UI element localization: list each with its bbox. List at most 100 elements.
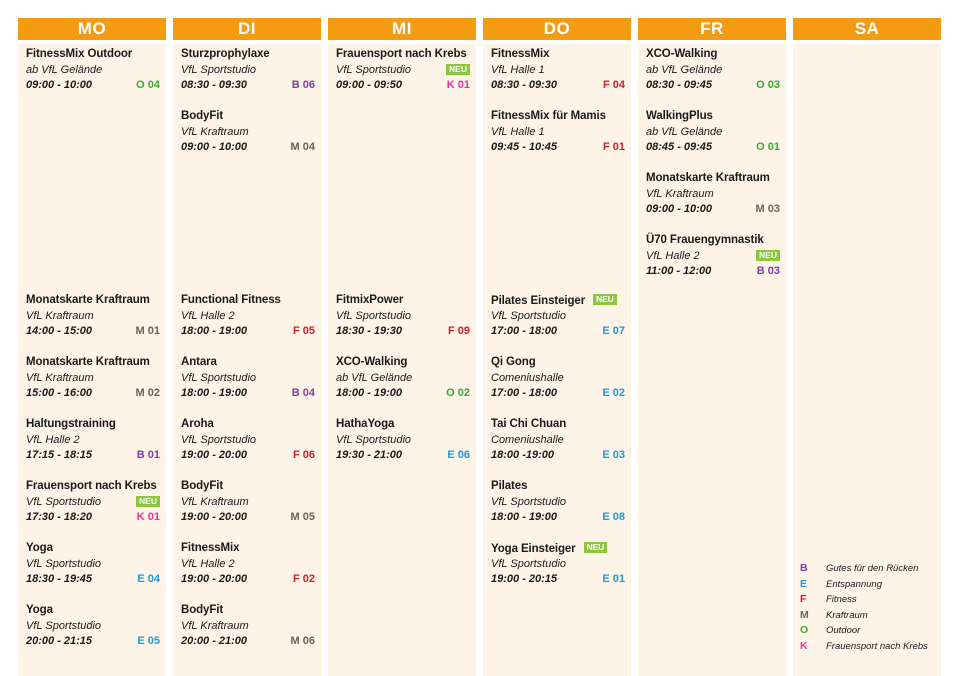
course-time: 09:00 - 10:00 xyxy=(646,203,713,215)
course-code: M 05 xyxy=(290,511,315,523)
course-entry[interactable]: HathaYoga VfL Sportstudio 19:30 - 21:00 E 0… xyxy=(328,414,476,472)
legend-item: B Gutes für den Rücken xyxy=(800,562,948,578)
course-code: K 01 xyxy=(136,511,160,523)
course-time: 18:00 - 19:00 xyxy=(181,387,248,399)
course-entry[interactable]: Aroha VfL Sportstudio 19:00 - 20:00 F 06 xyxy=(173,414,321,472)
course-location: VfL Sportstudio xyxy=(491,310,567,322)
course-code: E 02 xyxy=(602,387,625,399)
course-entry[interactable]: Monatskarte Kraftraum VfL Kraftraum 09:00 … xyxy=(638,168,786,226)
course-entry[interactable]: XCO-Walking ab VfL Gelände 18:00 - 19:00 O … xyxy=(328,352,476,410)
course-entry[interactable]: Sturzprophylaxe VfL Sportstudio 08:30 - 09… xyxy=(173,44,321,102)
course-time: 18:00 - 19:00 xyxy=(181,325,248,337)
course-time: 20:00 - 21:15 xyxy=(26,635,93,647)
course-entry[interactable]: FitmixPower VfL Sportstudio 18:30 - 19:30 F… xyxy=(328,290,476,348)
course-code: M 03 xyxy=(755,203,780,215)
legend-letter: B xyxy=(800,562,808,574)
day-header: SA xyxy=(793,18,941,40)
course-entry[interactable]: Pilates VfL Sportstudio 18:00 - 19:00 E 08 xyxy=(483,476,631,534)
course-entry[interactable]: BodyFit VfL Kraftraum 20:00 - 21:00 M 06 xyxy=(173,600,321,658)
course-title: FitnessMix Outdoor xyxy=(26,48,133,60)
course-time: 17:00 - 18:00 xyxy=(491,325,558,337)
course-location: VfL Sportstudio xyxy=(491,558,567,570)
course-time: 08:30 - 09:45 xyxy=(646,79,713,91)
legend-letter: F xyxy=(800,593,807,605)
course-code: F 01 xyxy=(602,141,625,153)
course-location: VfL Kraftraum xyxy=(26,310,94,322)
course-entry[interactable]: WalkingPlus ab VfL Gelände 08:45 - 09:45 O … xyxy=(638,106,786,164)
course-entry[interactable]: Qi Gong Comeniushalle 17:00 - 18:00 E 02 xyxy=(483,352,631,410)
course-time: 18:30 - 19:30 xyxy=(336,325,403,337)
course-entry[interactable]: FitnessMix VfL Halle 1 08:30 - 09:30 F 04 xyxy=(483,44,631,102)
course-title: FitnessMix xyxy=(491,48,550,60)
day-column-fr: FR XCO-Walking ab VfL Gelände 08:30 - 09:45… xyxy=(638,18,786,676)
course-title: Pilates Einsteiger NEU xyxy=(491,294,617,307)
course-entry[interactable]: Yoga Einsteiger NEU VfL Sportstudio 19:00 -… xyxy=(483,538,631,596)
course-entry[interactable]: FitnessMix VfL Halle 2 19:00 - 20:00 F 02 xyxy=(173,538,321,596)
course-title: FitnessMix xyxy=(181,542,240,554)
legend-letter: E xyxy=(800,577,808,590)
course-code: M 06 xyxy=(290,635,315,647)
course-title: XCO-Walking xyxy=(336,356,408,368)
day-header: DI xyxy=(173,18,321,40)
course-location: VfL Halle 2 xyxy=(26,434,80,446)
legend-letter: O xyxy=(800,624,809,636)
new-badge: NEU xyxy=(583,542,608,553)
day-column-body: Sturzprophylaxe VfL Sportstudio 08:30 - 09… xyxy=(173,44,321,676)
course-entry[interactable]: XCO-Walking ab VfL Gelände 08:30 - 09:45 O … xyxy=(638,44,786,102)
course-time: 09:45 - 10:45 xyxy=(491,141,558,153)
course-time: 18:00 -19:00 xyxy=(491,449,554,461)
course-title: BodyFit xyxy=(181,604,224,616)
course-title: Yoga xyxy=(26,604,53,616)
course-entry[interactable]: Antara VfL Sportstudio 18:00 - 19:00 B 04 xyxy=(173,352,321,410)
course-title: Functional Fitness xyxy=(181,294,281,306)
course-location: VfL Sportstudio xyxy=(181,434,257,446)
course-entry[interactable]: Frauensport nach Krebs VfL Sportstudio 09:… xyxy=(328,44,476,102)
course-title: Sturzprophylaxe xyxy=(181,48,270,60)
course-location: VfL Sportstudio xyxy=(491,496,567,508)
new-badge: NEU xyxy=(136,496,160,507)
course-title: XCO-Walking xyxy=(646,48,718,60)
course-entry[interactable]: FitnessMix Outdoor ab VfL Gelände 09:00 - … xyxy=(18,44,166,102)
course-entry[interactable]: Monatskarte Kraftraum VfL Kraftraum 14:00 … xyxy=(18,290,166,348)
course-entry[interactable]: Monatskarte Kraftraum VfL Kraftraum 15:00 … xyxy=(18,352,166,410)
course-time: 19:00 - 20:15 xyxy=(491,573,558,585)
course-title: Monatskarte Kraftraum xyxy=(646,172,770,184)
course-entry[interactable]: Ü70 Frauengymnastik VfL Halle 2 11:00 - 12… xyxy=(638,230,786,288)
legend-label: Entspannung xyxy=(826,578,882,590)
course-location: VfL Halle 1 xyxy=(491,64,545,76)
course-entry[interactable]: BodyFit VfL Kraftraum 19:00 - 20:00 M 05 xyxy=(173,476,321,534)
day-column-do: DO FitnessMix VfL Halle 1 08:30 - 09:30 F 04… xyxy=(483,18,631,676)
course-entry[interactable]: Yoga VfL Sportstudio 18:30 - 19:45 E 04 xyxy=(18,538,166,596)
course-time: 18:00 - 19:00 xyxy=(336,387,403,399)
day-header: FR xyxy=(638,18,786,40)
course-code: F 06 xyxy=(292,449,315,461)
course-entry[interactable]: BodyFit VfL Kraftraum 09:00 - 10:00 M 04 xyxy=(173,106,321,164)
course-title: Ü70 Frauengymnastik xyxy=(646,234,764,246)
course-entry[interactable]: Pilates Einsteiger NEU VfL Sportstudio 17:0… xyxy=(483,290,631,348)
course-code: E 08 xyxy=(602,511,625,523)
course-title: Haltungstraining xyxy=(26,418,116,430)
course-title: Qi Gong xyxy=(491,356,536,368)
course-entry[interactable]: Tai Chi Chuan Comeniushalle 18:00 -19:00 E … xyxy=(483,414,631,472)
course-code: O 03 xyxy=(756,79,780,91)
course-time: 14:00 - 15:00 xyxy=(26,325,93,337)
day-column-body: FitnessMix Outdoor ab VfL Gelände 09:00 - … xyxy=(18,44,166,676)
course-entry[interactable]: Yoga VfL Sportstudio 20:00 - 21:15 E 05 xyxy=(18,600,166,658)
legend-label: Outdoor xyxy=(826,625,861,636)
course-title: FitmixPower xyxy=(336,294,404,306)
course-code: F 04 xyxy=(602,79,625,91)
course-entry[interactable]: Frauensport nach Krebs VfL Sportstudio 17:… xyxy=(18,476,166,534)
course-location: Comeniushalle xyxy=(491,372,564,384)
course-entry[interactable]: FitnessMix für Mamis VfL Halle 1 09:45 - 1… xyxy=(483,106,631,164)
course-entry[interactable]: Functional Fitness VfL Halle 2 18:00 - 19:… xyxy=(173,290,321,348)
course-location: ab VfL Gelände xyxy=(646,64,723,76)
course-location: VfL Halle 2 xyxy=(646,250,700,262)
course-time: 17:15 - 18:15 xyxy=(26,449,93,461)
course-entry[interactable]: Haltungstraining VfL Halle 2 17:15 - 18:15… xyxy=(18,414,166,472)
day-column-body: Frauensport nach Krebs VfL Sportstudio 09:… xyxy=(328,44,476,676)
category-legend: B Gutes für den Rücken E Entspannung F Fitnes… xyxy=(800,562,948,655)
course-title: FitnessMix für Mamis xyxy=(491,110,606,122)
course-time: 09:00 - 10:00 xyxy=(26,79,93,91)
course-code: F 09 xyxy=(447,325,470,337)
legend-letter: M xyxy=(800,608,809,621)
